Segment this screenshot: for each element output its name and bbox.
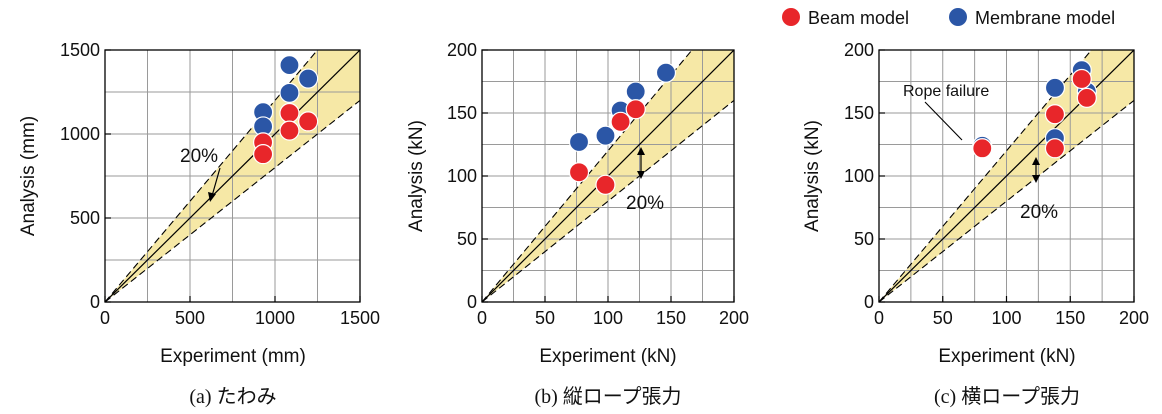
y-tick-label: 50 (457, 229, 477, 249)
y-tick-label: 200 (844, 40, 874, 60)
y-tick-label: 150 (844, 103, 874, 123)
beam-model-point (1044, 138, 1066, 159)
membrane-model-point (279, 55, 300, 76)
beam-model-point (298, 111, 319, 132)
panel-c-horizontal-rope-tension: 0 50 100 150 200 0 50 100 150 200 Experiment (kN)… (802, 40, 1149, 408)
y-tick-label: 200 (447, 40, 477, 60)
band-arrowhead-up (1032, 157, 1040, 165)
band-label: 20% (626, 193, 664, 214)
lower-bound-line (482, 99, 734, 302)
beam-model-point (279, 102, 300, 124)
y-tick-label: 100 (447, 166, 477, 186)
beam-model-point (625, 99, 646, 120)
beam-model-point (1076, 87, 1097, 108)
band-arrow (211, 167, 221, 197)
y-axis-label: Analysis (mm) (18, 116, 39, 236)
y-axis-label: Analysis (kN) (406, 120, 427, 232)
band-arrowhead-down (1032, 175, 1040, 183)
y-tick-label: 1500 (60, 40, 100, 60)
beam-model-point (1071, 68, 1092, 90)
x-tick-label: 100 (593, 308, 623, 328)
tolerance-band (879, 50, 1134, 302)
x-tick-label: 1500 (340, 308, 380, 328)
x-tick-label: 200 (719, 308, 749, 328)
panel-caption: (a) たわみ (189, 386, 276, 408)
x-tick-label: 1000 (255, 308, 295, 328)
beam-model-point (595, 174, 616, 195)
panel-caption: (c) 横ロープ張力 (934, 385, 1080, 408)
equality-line (105, 50, 360, 302)
beam-model-point (610, 111, 631, 132)
band-label: 20% (180, 146, 218, 167)
plot-frame (104, 49, 361, 303)
x-tick-label: 500 (175, 308, 205, 328)
y-tick-label: 0 (467, 292, 477, 312)
x-tick-label: 50 (535, 308, 555, 328)
x-tick-label: 0 (477, 308, 487, 328)
x-axis-label: Experiment (kN) (938, 346, 1075, 367)
legend-label-beam: Beam model (808, 8, 909, 28)
y-tick-label: 150 (447, 103, 477, 123)
x-tick-label: 0 (874, 308, 884, 328)
beam-model-point (568, 162, 590, 183)
membrane-model-point (655, 62, 677, 83)
y-axis-label: Analysis (kN) (802, 120, 823, 232)
panel-b-vertical-rope-tension: 0 50 100 150 200 0 50 100 150 200 Experiment (kN)… (406, 40, 749, 408)
x-tick-label: 150 (656, 308, 686, 328)
legend-label-membrane: Membrane model (975, 8, 1115, 28)
x-tick-label: 50 (933, 308, 953, 328)
y-tick-label: 1000 (60, 124, 100, 144)
y-tick-label: 100 (844, 166, 874, 186)
x-tick-label: 200 (1119, 308, 1149, 328)
lower-bound-line (105, 99, 360, 302)
x-axis-label: Experiment (mm) (160, 346, 306, 367)
x-tick-label: 100 (991, 308, 1021, 328)
beam-model-point (972, 138, 993, 159)
x-tick-label: 0 (100, 308, 110, 328)
beam-model-point (253, 144, 274, 165)
rope-failure-leader (924, 101, 963, 141)
y-tick-label: 50 (854, 229, 874, 249)
band-arrowhead-up (637, 147, 645, 155)
membrane-model-point (625, 81, 646, 102)
band-arrowhead (208, 192, 216, 202)
band-arrowhead-down (637, 171, 645, 179)
membrane-model-point (298, 68, 319, 89)
membrane-model-point (279, 82, 300, 103)
y-tick-label: 0 (864, 292, 874, 312)
x-axis-label: Experiment (kN) (539, 346, 676, 367)
band-label: 20% (1020, 202, 1058, 223)
beam-model-point (1044, 104, 1066, 125)
y-tick-label: 500 (70, 208, 100, 228)
legend-marker-membrane (949, 8, 967, 26)
membrane-model-point (1044, 77, 1066, 98)
panel-a-deflection: 0 500 1000 1500 0 500 1000 1500 Experiment (mm)… (18, 40, 380, 408)
x-tick-label: 150 (1055, 308, 1085, 328)
rope-failure-label: Rope failure (903, 83, 989, 100)
lower-bound-line (879, 99, 1134, 302)
panel-caption: (b) 縦ロープ張力 (534, 385, 681, 408)
legend: Beam model Membrane model (782, 8, 1115, 28)
y-tick-label: 0 (90, 292, 100, 312)
membrane-model-point (568, 131, 590, 153)
membrane-model-point (595, 125, 616, 146)
beam-model-point (279, 120, 300, 141)
legend-marker-beam (782, 8, 800, 26)
